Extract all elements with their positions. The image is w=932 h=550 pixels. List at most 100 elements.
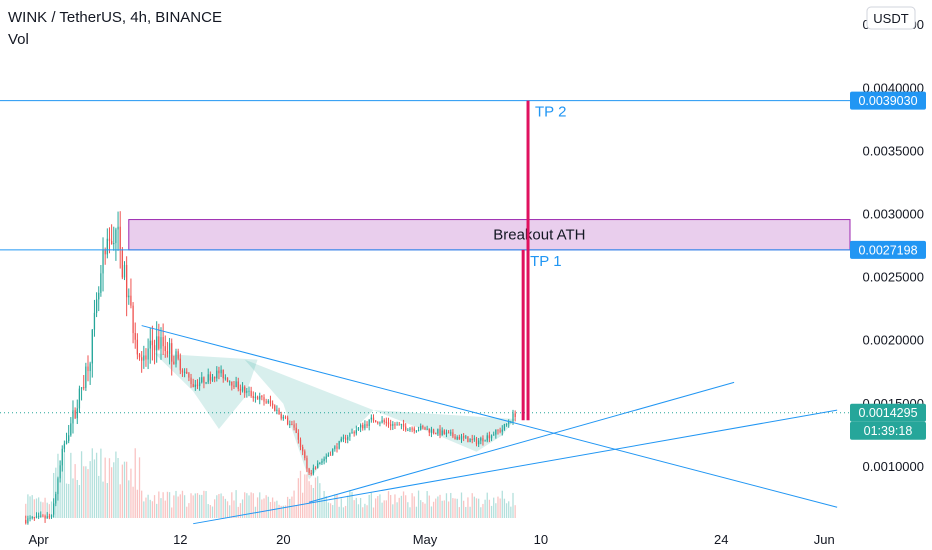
trendline-3 bbox=[193, 409, 838, 525]
candle-body-179 bbox=[409, 428, 411, 431]
volume-bar-104 bbox=[248, 495, 250, 518]
volume-bar-173 bbox=[396, 502, 398, 518]
volume-bar-187 bbox=[426, 491, 428, 518]
candle-body-35 bbox=[100, 273, 102, 293]
volume-bar-17 bbox=[61, 465, 63, 518]
candle-body-116 bbox=[274, 405, 276, 411]
candle-body-128 bbox=[299, 439, 302, 447]
volume-bar-226 bbox=[510, 506, 512, 518]
volume-bar-207 bbox=[469, 506, 471, 518]
candle-body-227 bbox=[512, 413, 514, 422]
candle-body-201 bbox=[456, 436, 458, 440]
candle-body-183 bbox=[417, 429, 420, 431]
volume-bar-25 bbox=[78, 485, 81, 518]
candle-body-125 bbox=[293, 424, 295, 428]
candle-body-174 bbox=[398, 424, 400, 426]
candle-body-167 bbox=[383, 420, 385, 422]
x-tick-5: 24 bbox=[714, 532, 728, 547]
candle-body-141 bbox=[327, 454, 330, 457]
volume-bar-90 bbox=[218, 494, 220, 518]
candle-body-8 bbox=[42, 515, 44, 517]
candle-body-92 bbox=[222, 369, 224, 379]
volume-bar-72 bbox=[179, 494, 181, 518]
candle-body-34 bbox=[98, 292, 100, 300]
volume-bar-202 bbox=[458, 507, 460, 518]
candle-body-25 bbox=[78, 388, 81, 409]
volume-bar-96 bbox=[231, 492, 233, 518]
candle-body-51 bbox=[134, 333, 136, 340]
candle-body-195 bbox=[443, 430, 445, 435]
volume-bar-34 bbox=[98, 475, 100, 518]
candle-body-95 bbox=[229, 381, 231, 383]
candle-body-97 bbox=[233, 385, 235, 388]
volume-bar-61 bbox=[156, 503, 158, 518]
candle-body-170 bbox=[390, 424, 392, 426]
volume-bar-50 bbox=[132, 486, 134, 518]
volume-bar-140 bbox=[325, 496, 327, 518]
volume-bar-216 bbox=[488, 499, 491, 518]
candle-body-136 bbox=[317, 463, 319, 469]
volume-indicator-label[interactable]: Vol bbox=[8, 31, 29, 48]
x-tick-0: Apr bbox=[29, 532, 50, 547]
drawing-layer[interactable]: Breakout ATH TP 1 TP 2 bbox=[0, 100, 851, 525]
x-tick-2: 20 bbox=[276, 532, 290, 547]
volume-bar-57 bbox=[147, 494, 149, 518]
candle-body-29 bbox=[87, 366, 89, 372]
volume-bar-186 bbox=[424, 503, 426, 518]
symbol-title[interactable]: WINK / TetherUS, 4h, BINANCE bbox=[8, 9, 222, 26]
volume-bar-75 bbox=[186, 506, 188, 518]
breakout-zone-label: Breakout ATH bbox=[493, 227, 585, 244]
volume-bar-44 bbox=[119, 484, 121, 518]
volume-bar-192 bbox=[437, 496, 439, 518]
countdown-tag bbox=[850, 421, 926, 440]
candle-body-55 bbox=[143, 355, 145, 361]
volume-bar-219 bbox=[495, 503, 497, 518]
volume-bar-218 bbox=[493, 497, 495, 518]
volume-bar-130 bbox=[304, 474, 306, 518]
candle-body-113 bbox=[267, 400, 269, 403]
volume-bar-165 bbox=[379, 494, 381, 518]
volume-bar-163 bbox=[374, 498, 377, 518]
volume-bar-169 bbox=[387, 491, 390, 518]
volume-bar-141 bbox=[327, 502, 330, 518]
candle-body-103 bbox=[246, 390, 248, 393]
volume-bar-188 bbox=[428, 495, 430, 518]
volume-bar-63 bbox=[160, 498, 162, 518]
volume-bar-162 bbox=[372, 507, 375, 518]
volume-bar-182 bbox=[415, 506, 418, 518]
volume-bar-108 bbox=[256, 497, 259, 518]
candle-body-139 bbox=[323, 458, 325, 461]
candle-body-50 bbox=[132, 305, 134, 334]
candle-body-22 bbox=[72, 410, 74, 424]
candle-body-164 bbox=[377, 422, 379, 424]
volume-bar-40 bbox=[110, 467, 113, 518]
volume-bar-131 bbox=[306, 474, 308, 518]
candle-body-219 bbox=[495, 429, 497, 435]
volume-bar-197 bbox=[447, 501, 450, 518]
time-axis[interactable]: Apr 12 20 May 10 24 Jun bbox=[0, 530, 852, 550]
volume-bar-30 bbox=[89, 461, 91, 518]
volume-bars-layer bbox=[25, 448, 516, 518]
candle-body-168 bbox=[385, 421, 388, 423]
volume-bar-74 bbox=[183, 495, 186, 518]
volume-bar-66 bbox=[166, 491, 169, 518]
volume-bar-119 bbox=[280, 505, 282, 518]
volume-bar-85 bbox=[207, 504, 209, 518]
price-axis[interactable]: 0.00450000.00400000.00350000.00300000.00… bbox=[850, 0, 932, 550]
candle-body-135 bbox=[314, 467, 317, 469]
volume-bar-161 bbox=[370, 492, 372, 518]
currency-button[interactable]: USDT bbox=[866, 6, 916, 30]
candle-body-100 bbox=[239, 388, 242, 391]
candle-body-115 bbox=[271, 403, 274, 406]
x-tick-3: May bbox=[413, 532, 438, 547]
volume-bar-11 bbox=[48, 504, 51, 518]
candle-body-54 bbox=[141, 357, 143, 361]
candle-body-210 bbox=[475, 438, 478, 445]
candle-body-131 bbox=[306, 458, 308, 469]
volume-bar-221 bbox=[499, 498, 501, 518]
volume-bar-71 bbox=[177, 496, 179, 518]
volume-bar-13 bbox=[53, 472, 55, 518]
candle-body-77 bbox=[190, 377, 192, 385]
